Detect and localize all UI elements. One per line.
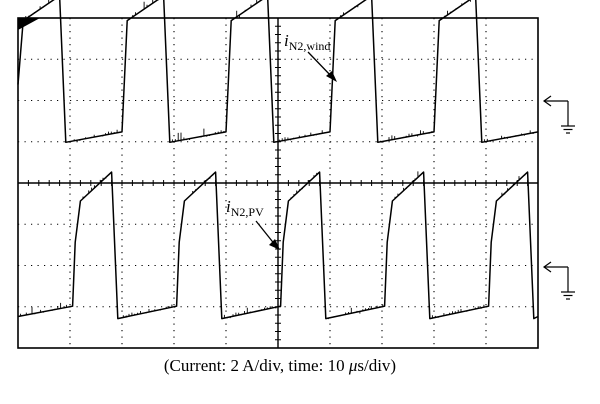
waveform-iN2-wind-noise bbox=[25, 0, 537, 143]
caption-mu: μ bbox=[348, 356, 358, 375]
label-iN2-wind-sub-text: N2,wind bbox=[289, 39, 331, 53]
caption-prefix: (Current: 2 A/div, time: 10 bbox=[163, 356, 349, 375]
label-iN2-wind-main: i bbox=[284, 31, 289, 50]
label-iN2-pv: iN2,PV bbox=[226, 197, 264, 219]
arrow-iN2-pv-head bbox=[269, 239, 280, 250]
ground-marker-top bbox=[542, 95, 575, 134]
waveform-iN2-pv bbox=[17, 171, 539, 320]
label-iN2-pv-main: i bbox=[226, 197, 231, 216]
label-iN2-pv-sub: N2,PV bbox=[231, 205, 264, 219]
waveform-iN2-wind bbox=[17, 0, 539, 144]
ground-marker-bottom bbox=[542, 261, 575, 300]
label-iN2-wind: iN2,wind bbox=[284, 31, 330, 53]
arrow-iN2-wind-head bbox=[326, 71, 337, 82]
figure-caption: (Current: 2 A/div, time: 10 μs/div) bbox=[0, 356, 560, 376]
waveform-iN2-pv-noise bbox=[20, 171, 526, 320]
label-iN2-pv-sub-text: N2,PV bbox=[231, 205, 264, 219]
caption-suffix: s/div) bbox=[357, 356, 397, 375]
label-iN2-wind-sub: N2,wind bbox=[289, 39, 331, 53]
